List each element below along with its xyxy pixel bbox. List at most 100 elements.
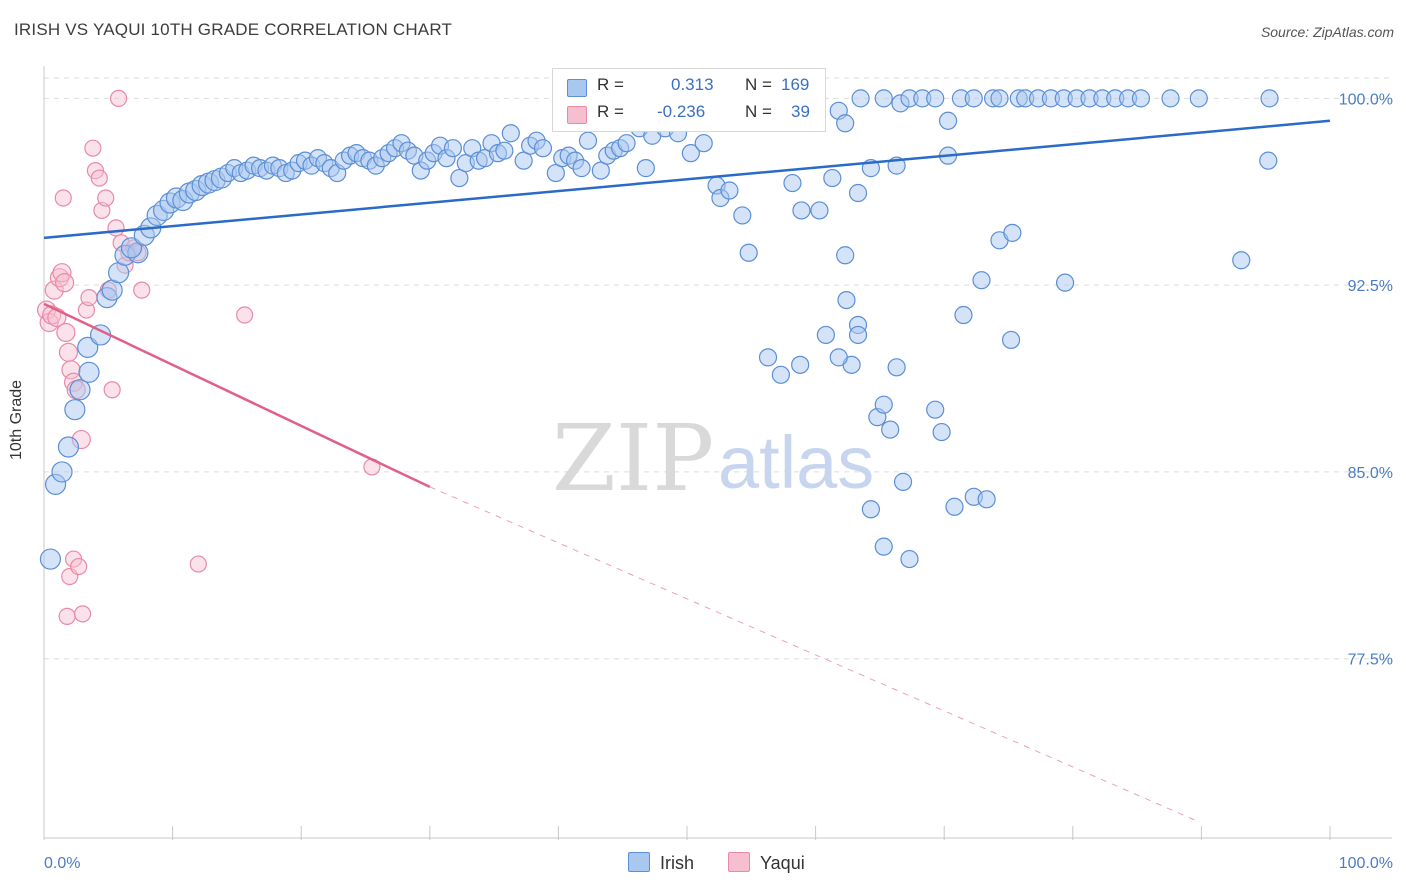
yaqui-point (54, 273, 75, 293)
irish-point (887, 358, 906, 377)
yaqui-point (236, 306, 254, 324)
irish-point (874, 395, 893, 414)
irish-r-value: 0.313 (671, 75, 714, 94)
irish-point (926, 89, 945, 108)
irish-point (938, 111, 958, 130)
yaqui-point (54, 189, 72, 207)
irish-point (1259, 151, 1278, 170)
source-label: Source: ZipAtlas.com (1260, 24, 1394, 40)
irish-point (1189, 89, 1208, 108)
irish-point (851, 89, 870, 108)
irish-point (837, 290, 856, 310)
irish-legend-swatch (628, 852, 650, 872)
irish-point (1232, 251, 1251, 270)
irish-point (443, 139, 463, 158)
irish-point (977, 490, 996, 509)
irish-point (861, 500, 880, 519)
stats-legend: R = 0.313 N = 169 R = -0.236 N = 39 (552, 68, 826, 132)
yaqui-point (107, 219, 125, 237)
irish-point (1003, 223, 1022, 242)
yaqui-legend-swatch (728, 852, 750, 872)
watermark-atlas: atlas (718, 421, 874, 504)
irish-n-label: N = (745, 75, 772, 94)
yaqui-point (109, 89, 128, 107)
irish-point (495, 141, 514, 160)
irish-point (932, 422, 951, 442)
irish-point (771, 365, 790, 384)
yaqui-n-value: 39 (791, 102, 810, 121)
irish-point (848, 325, 868, 345)
y-tick-label: 85.0% (1348, 465, 1393, 482)
irish-swatch (567, 79, 587, 97)
irish-point (694, 134, 713, 153)
axes (43, 66, 1392, 840)
irish-point (120, 237, 143, 259)
irish-point (848, 183, 868, 203)
yaqui-trend-line (43, 302, 431, 488)
irish-r-label: R = (597, 75, 624, 94)
irish-point (720, 181, 739, 200)
yaqui-r-label: R = (597, 102, 624, 121)
irish-point (900, 549, 919, 569)
yaqui-point (80, 289, 98, 307)
irish-point (546, 163, 565, 183)
yaqui-point (44, 280, 64, 300)
irish-point (972, 271, 991, 290)
yaqui-point (97, 189, 115, 207)
legend-item-irish: Irish (628, 852, 694, 874)
irish-point (733, 206, 752, 225)
y-tick-label: 92.5% (1348, 278, 1393, 295)
irish-point (1001, 330, 1021, 350)
irish-point (739, 243, 758, 262)
irish-point (51, 461, 73, 483)
irish-trend-line (43, 119, 1331, 240)
irish-point (450, 168, 469, 188)
yaqui-point (90, 169, 108, 187)
irish-point (954, 305, 973, 325)
yaqui-point (56, 322, 76, 343)
irish-point (874, 537, 893, 556)
irish-point (990, 89, 1009, 108)
irish-point (578, 131, 598, 150)
irish-points (39, 89, 1279, 570)
yaqui-point (189, 555, 207, 573)
irish-point (78, 361, 100, 383)
irish-point (792, 201, 811, 220)
irish-point (829, 348, 848, 367)
irish-point (1055, 273, 1075, 292)
irish-point (681, 144, 700, 163)
y-tick-label: 100.0% (1339, 91, 1393, 108)
yaqui-trend-extension (429, 486, 1197, 822)
irish-point (1161, 89, 1180, 108)
irish-point (893, 472, 913, 491)
irish-legend-label: Irish (660, 853, 695, 873)
irish-point (823, 168, 842, 188)
irish-point (64, 399, 86, 421)
irish-point (816, 325, 835, 345)
chart-title: IRISH VS YAQUI 10TH GRADE CORRELATION CH… (14, 20, 453, 39)
trend-lines (43, 119, 1331, 822)
yaqui-point (73, 605, 92, 623)
irish-point (69, 379, 91, 401)
yaqui-point (84, 139, 102, 157)
irish-point (1131, 89, 1151, 108)
yaqui-point (70, 557, 88, 576)
irish-point (77, 336, 99, 359)
x-tick-label-max: 100.0% (1339, 855, 1393, 872)
irish-point (591, 161, 610, 180)
irish-point (617, 134, 636, 153)
irish-point (836, 114, 855, 133)
legend-item-yaqui: Yaqui (728, 852, 805, 874)
watermark: ZIP atlas (552, 405, 874, 512)
irish-n-value: 169 (781, 75, 810, 94)
irish-point (514, 151, 533, 170)
irish-point (926, 400, 945, 419)
yaqui-n-label: N = (745, 102, 772, 121)
yaqui-legend-label: Yaqui (760, 853, 805, 873)
irish-point (572, 159, 591, 178)
irish-point (533, 139, 553, 158)
yaqui-point (58, 607, 76, 625)
irish-point (783, 173, 802, 193)
tick-labels: 77.5% 85.0% 92.5% 100.0% 0.0% 100.0% (44, 91, 1393, 872)
